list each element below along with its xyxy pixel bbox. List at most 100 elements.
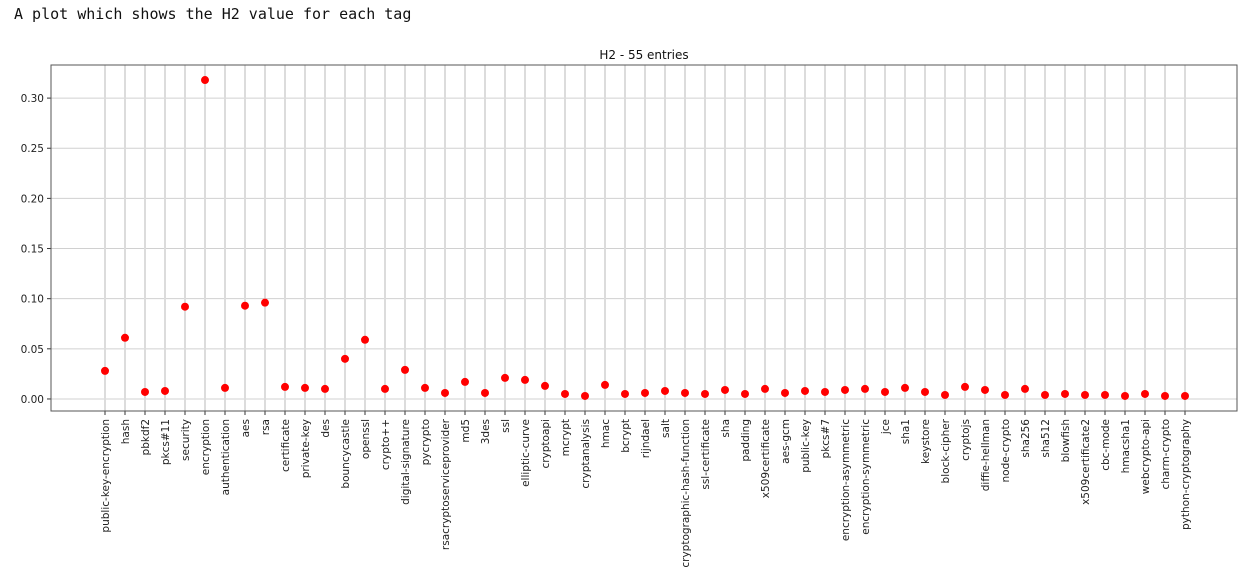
data-point	[341, 354, 349, 363]
data-point	[561, 389, 569, 398]
x-tick-label: sha	[720, 419, 732, 438]
y-tick-label: 0.00	[21, 394, 44, 406]
x-tick-label: hmacsha1	[1120, 419, 1132, 473]
data-point	[101, 366, 109, 375]
x-tick-label: cbc-mode	[1100, 419, 1112, 471]
series-points	[101, 76, 1189, 400]
data-point	[621, 389, 629, 398]
x-tick-label: bouncycastle	[340, 419, 352, 489]
x-tick-label: encryption-asymmetric	[840, 419, 852, 541]
data-point	[1101, 390, 1109, 399]
x-tick-label: encryption	[200, 419, 212, 475]
x-tick-label: public-key-encryption	[100, 419, 112, 533]
x-tick-label: pycrypto	[420, 419, 432, 465]
data-point	[901, 383, 909, 392]
x-tick-label: blowfish	[1060, 419, 1072, 462]
data-point	[261, 298, 269, 307]
x-tick-label: block-cipher	[940, 418, 952, 483]
x-tick-label: keystore	[920, 419, 932, 464]
data-point	[1061, 389, 1069, 398]
x-tick-label: bcrypt	[620, 419, 632, 453]
data-point	[1081, 390, 1089, 399]
y-tick-label: 0.20	[21, 193, 44, 205]
y-axis: 0.00 0.05 0.10 0.15 0.20 0.25 0.30	[21, 93, 51, 406]
x-tick-label: ssl-certificate	[700, 419, 712, 490]
x-tick-label: rsacryptoserviceprovider	[440, 418, 452, 550]
data-point	[221, 383, 229, 392]
data-point	[641, 388, 649, 397]
x-axis: public-key-encryption hash pbkdf2 pkcs#11 se…	[100, 411, 1192, 568]
data-point	[241, 301, 249, 310]
x-tick-label: salt	[660, 419, 672, 438]
x-tick-label: aes-gcm	[780, 419, 792, 464]
x-tick-label: private-key	[300, 419, 312, 478]
x-tick-label: aes	[240, 419, 252, 437]
data-point	[741, 389, 749, 398]
x-tick-label: jce	[880, 419, 892, 435]
x-tick-label: cryptographic-hash-function	[680, 419, 692, 568]
x-tick-label: sha256	[1020, 419, 1032, 458]
data-point	[861, 384, 869, 393]
data-point	[321, 384, 329, 393]
x-tick-label: elliptic-curve	[520, 419, 532, 487]
x-tick-label: pkcs#11	[160, 419, 172, 465]
data-point	[161, 386, 169, 395]
data-point	[381, 384, 389, 393]
data-point	[281, 382, 289, 391]
x-tick-label: cryptojs	[960, 419, 972, 461]
x-tick-label: x509certificate	[760, 419, 772, 498]
x-tick-label: rijndael	[640, 419, 652, 458]
data-point	[1141, 389, 1149, 398]
data-point	[581, 391, 589, 400]
x-tick-label: openssl	[360, 419, 372, 459]
data-point	[421, 383, 429, 392]
x-tick-label: webcrypto-api	[1140, 419, 1152, 494]
x-tick-label: padding	[740, 419, 752, 462]
data-point	[721, 385, 729, 394]
y-tick-label: 0.30	[21, 93, 44, 105]
x-tick-label: charm-crypto	[1160, 419, 1172, 490]
x-tick-label: mcrypt	[560, 419, 572, 456]
data-point	[1001, 390, 1009, 399]
x-tick-label: certificate	[280, 419, 292, 472]
data-point	[1121, 391, 1129, 400]
x-tick-label: node-crypto	[1000, 419, 1012, 483]
data-point	[921, 387, 929, 396]
data-point	[1181, 391, 1189, 400]
x-tick-label: hash	[120, 419, 132, 444]
data-point	[361, 335, 369, 344]
data-point	[1161, 391, 1169, 400]
data-point	[501, 373, 509, 382]
data-point	[301, 383, 309, 392]
data-point	[181, 302, 189, 311]
data-point	[981, 385, 989, 394]
x-tick-label: crypto++	[380, 419, 392, 470]
y-tick-label: 0.10	[21, 294, 44, 306]
y-tick-label: 0.25	[21, 143, 44, 155]
x-tick-label: hmac	[600, 419, 612, 448]
grid-layer	[51, 65, 1237, 411]
data-point	[601, 380, 609, 389]
x-tick-label: pkcs#7	[820, 419, 832, 458]
x-tick-label: python-cryptography	[1180, 419, 1192, 530]
x-tick-label: digital-signature	[400, 419, 412, 505]
x-tick-label: md5	[460, 419, 472, 443]
data-point	[401, 365, 409, 374]
y-tick-label: 0.05	[21, 344, 44, 356]
x-tick-label: cryptanalysis	[580, 419, 592, 489]
data-point	[541, 381, 549, 390]
x-tick-label: sha1	[900, 419, 912, 444]
x-tick-label: pbkdf2	[140, 419, 152, 455]
data-point	[841, 385, 849, 394]
data-point	[821, 387, 829, 396]
data-point	[441, 388, 449, 397]
data-point	[781, 388, 789, 397]
x-tick-label: cryptoapi	[540, 419, 552, 469]
x-tick-label: x509certificate2	[1080, 419, 1092, 505]
data-point	[121, 333, 129, 342]
plot-frame	[50, 64, 1238, 412]
x-tick-label: rsa	[260, 419, 272, 435]
x-tick-label: authentication	[220, 419, 232, 495]
x-tick-label: sha512	[1040, 419, 1052, 458]
